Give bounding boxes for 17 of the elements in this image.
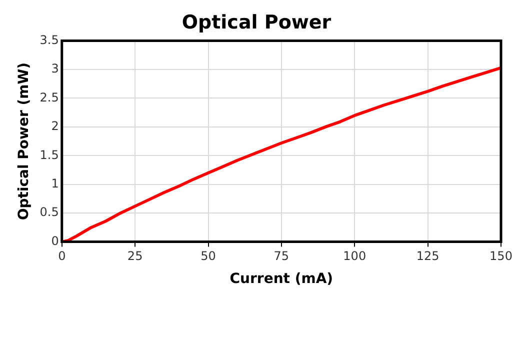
- x-axis-title: Current (mA): [230, 271, 334, 288]
- y-tick-label: 1.5: [40, 148, 59, 162]
- y-tick-label: 2: [51, 119, 59, 134]
- x-tick-label: 100: [343, 249, 366, 264]
- y-tick-label: 3: [51, 62, 59, 76]
- x-tick-label: 125: [416, 249, 440, 264]
- y-tick-label: 0.5: [40, 205, 59, 220]
- x-tick-label: 50: [200, 249, 216, 264]
- y-tick-label: 1: [51, 176, 59, 190]
- x-tick-label: 150: [490, 249, 512, 264]
- y-tick-label: 3.5: [40, 32, 59, 47]
- y-tick-label: 0: [51, 234, 59, 248]
- y-axis-title: Optical Power (mW): [16, 62, 32, 220]
- x-tick-label: 25: [127, 249, 143, 264]
- y-tick-label: 2.5: [40, 90, 59, 104]
- x-tick-label: 75: [274, 249, 290, 264]
- chart-title: Optical Power: [182, 11, 332, 34]
